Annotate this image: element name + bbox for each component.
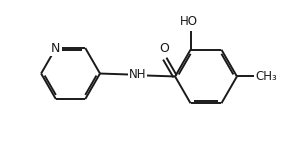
Text: O: O (159, 42, 169, 55)
Text: N: N (51, 42, 61, 55)
Text: NH: NH (129, 69, 146, 81)
Text: CH₃: CH₃ (256, 70, 278, 83)
Text: HO: HO (180, 15, 198, 28)
